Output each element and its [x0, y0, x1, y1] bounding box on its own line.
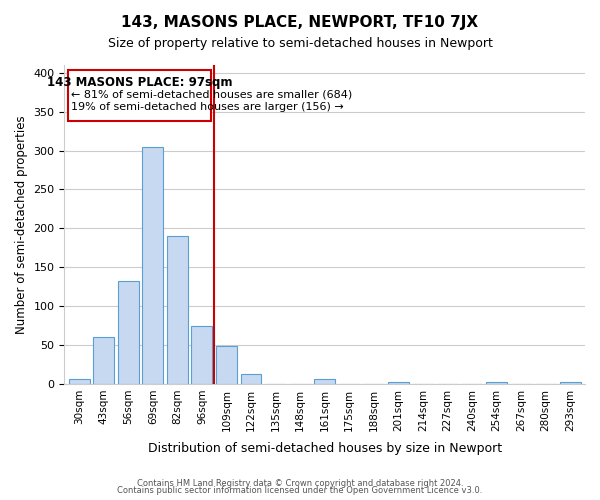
Bar: [118, 281, 139, 384]
Bar: [216, 346, 237, 384]
X-axis label: Distribution of semi-detached houses by size in Newport: Distribution of semi-detached houses by …: [148, 442, 502, 455]
Text: 143, MASONS PLACE, NEWPORT, TF10 7JX: 143, MASONS PLACE, NEWPORT, TF10 7JX: [121, 15, 479, 30]
Bar: [241, 374, 262, 384]
Text: ← 81% of semi-detached houses are smaller (684): ← 81% of semi-detached houses are smalle…: [71, 89, 352, 99]
Text: Contains public sector information licensed under the Open Government Licence v3: Contains public sector information licen…: [118, 486, 482, 495]
Bar: [167, 236, 188, 384]
Bar: [314, 379, 335, 384]
Text: 19% of semi-detached houses are larger (156) →: 19% of semi-detached houses are larger (…: [71, 102, 344, 112]
Text: Size of property relative to semi-detached houses in Newport: Size of property relative to semi-detach…: [107, 38, 493, 51]
Bar: [142, 148, 163, 384]
Bar: [93, 337, 114, 384]
Y-axis label: Number of semi-detached properties: Number of semi-detached properties: [15, 115, 28, 334]
Bar: [486, 382, 507, 384]
Bar: [388, 382, 409, 384]
Text: 143 MASONS PLACE: 97sqm: 143 MASONS PLACE: 97sqm: [47, 76, 232, 89]
Text: Contains HM Land Registry data © Crown copyright and database right 2024.: Contains HM Land Registry data © Crown c…: [137, 478, 463, 488]
Bar: [560, 382, 581, 384]
FancyBboxPatch shape: [68, 70, 211, 121]
Bar: [191, 326, 212, 384]
Bar: [69, 379, 89, 384]
